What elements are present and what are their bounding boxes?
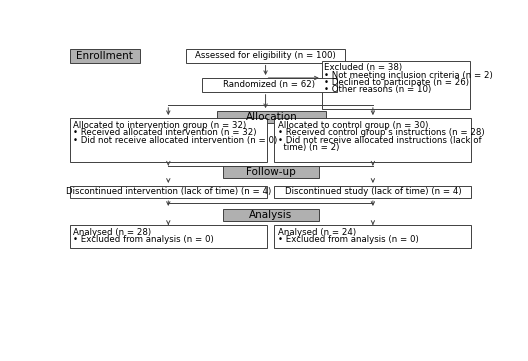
Text: Analysed (n = 28): Analysed (n = 28) bbox=[73, 228, 151, 237]
Bar bbox=[70, 186, 267, 198]
Text: • Received allocated intervention (n = 32): • Received allocated intervention (n = 3… bbox=[73, 129, 257, 138]
Bar bbox=[222, 209, 319, 221]
Text: • Not meeting inclusion criteria (n = 2): • Not meeting inclusion criteria (n = 2) bbox=[324, 71, 493, 80]
Bar bbox=[275, 118, 472, 162]
Text: • Received control group’s instructions (n = 28): • Received control group’s instructions … bbox=[278, 129, 484, 138]
Bar bbox=[186, 49, 345, 62]
Text: • Other reasons (n = 10): • Other reasons (n = 10) bbox=[324, 85, 431, 94]
Bar bbox=[275, 225, 472, 248]
Text: Discontinued intervention (lack of time) (n = 4): Discontinued intervention (lack of time)… bbox=[65, 187, 271, 196]
Text: Allocated to intervention group (n = 32): Allocated to intervention group (n = 32) bbox=[73, 121, 246, 130]
Text: Enrollment: Enrollment bbox=[77, 51, 133, 61]
Bar bbox=[217, 111, 326, 123]
Text: Follow-up: Follow-up bbox=[246, 167, 296, 177]
Text: Discontinued study (lack of time) (n = 4): Discontinued study (lack of time) (n = 4… bbox=[285, 187, 461, 196]
Text: • Did not receive allocated intervention (n = 0): • Did not receive allocated intervention… bbox=[73, 136, 277, 145]
Text: Allocation: Allocation bbox=[246, 112, 297, 122]
Bar bbox=[70, 225, 267, 248]
Text: Allocated to control group (n = 30): Allocated to control group (n = 30) bbox=[278, 121, 428, 130]
Text: Analysis: Analysis bbox=[249, 210, 293, 220]
Text: • Declined to participate (n = 26): • Declined to participate (n = 26) bbox=[324, 78, 469, 87]
Bar bbox=[70, 118, 267, 162]
Text: Analysed (n = 24): Analysed (n = 24) bbox=[278, 228, 356, 237]
Bar bbox=[70, 49, 139, 62]
Text: • Excluded from analysis (n = 0): • Excluded from analysis (n = 0) bbox=[278, 235, 418, 244]
Bar bbox=[275, 186, 472, 198]
Text: Assessed for eligibility (n = 100): Assessed for eligibility (n = 100) bbox=[195, 51, 336, 60]
Text: • Did not receive allocated instructions (lack of: • Did not receive allocated instructions… bbox=[278, 136, 481, 145]
Bar bbox=[322, 61, 470, 109]
Bar bbox=[202, 78, 337, 92]
Text: Randomized (n = 62): Randomized (n = 62) bbox=[223, 81, 315, 90]
Text: Excluded (n = 38): Excluded (n = 38) bbox=[324, 63, 402, 72]
Text: time) (n = 2): time) (n = 2) bbox=[278, 143, 339, 152]
Bar bbox=[222, 166, 319, 178]
Text: • Excluded from analysis (n = 0): • Excluded from analysis (n = 0) bbox=[73, 235, 214, 244]
